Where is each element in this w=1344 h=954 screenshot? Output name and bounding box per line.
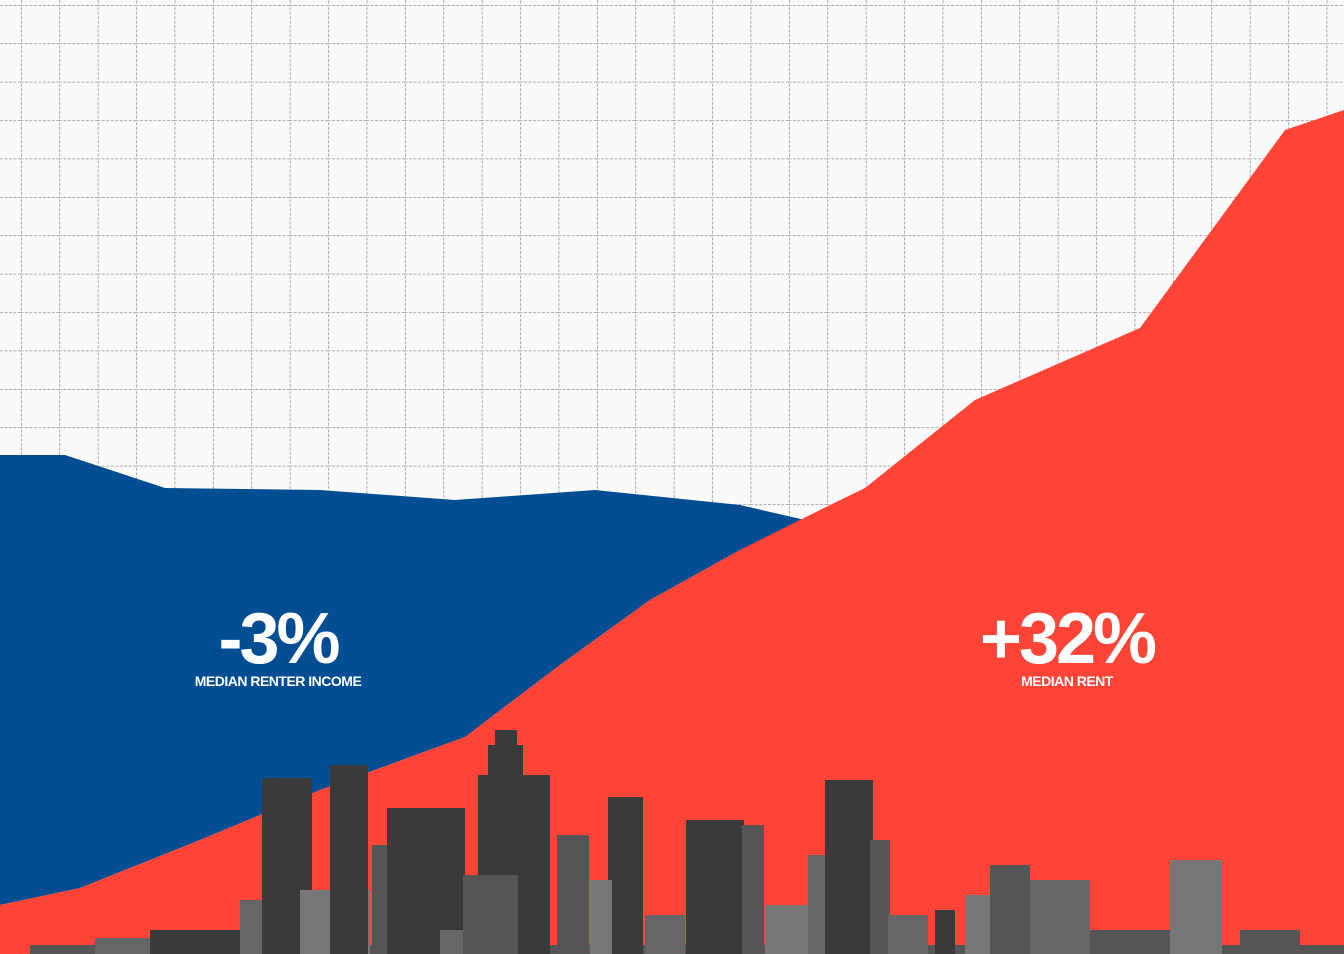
skyline bbox=[30, 730, 1344, 954]
income-area bbox=[0, 455, 805, 905]
income-label: MEDIAN RENTER INCOME bbox=[195, 673, 362, 689]
rent-change: +32% bbox=[980, 599, 1156, 679]
rent-label: MEDIAN RENT bbox=[1021, 673, 1114, 689]
income-change: -3% bbox=[218, 599, 339, 679]
rent-area bbox=[0, 110, 1344, 954]
